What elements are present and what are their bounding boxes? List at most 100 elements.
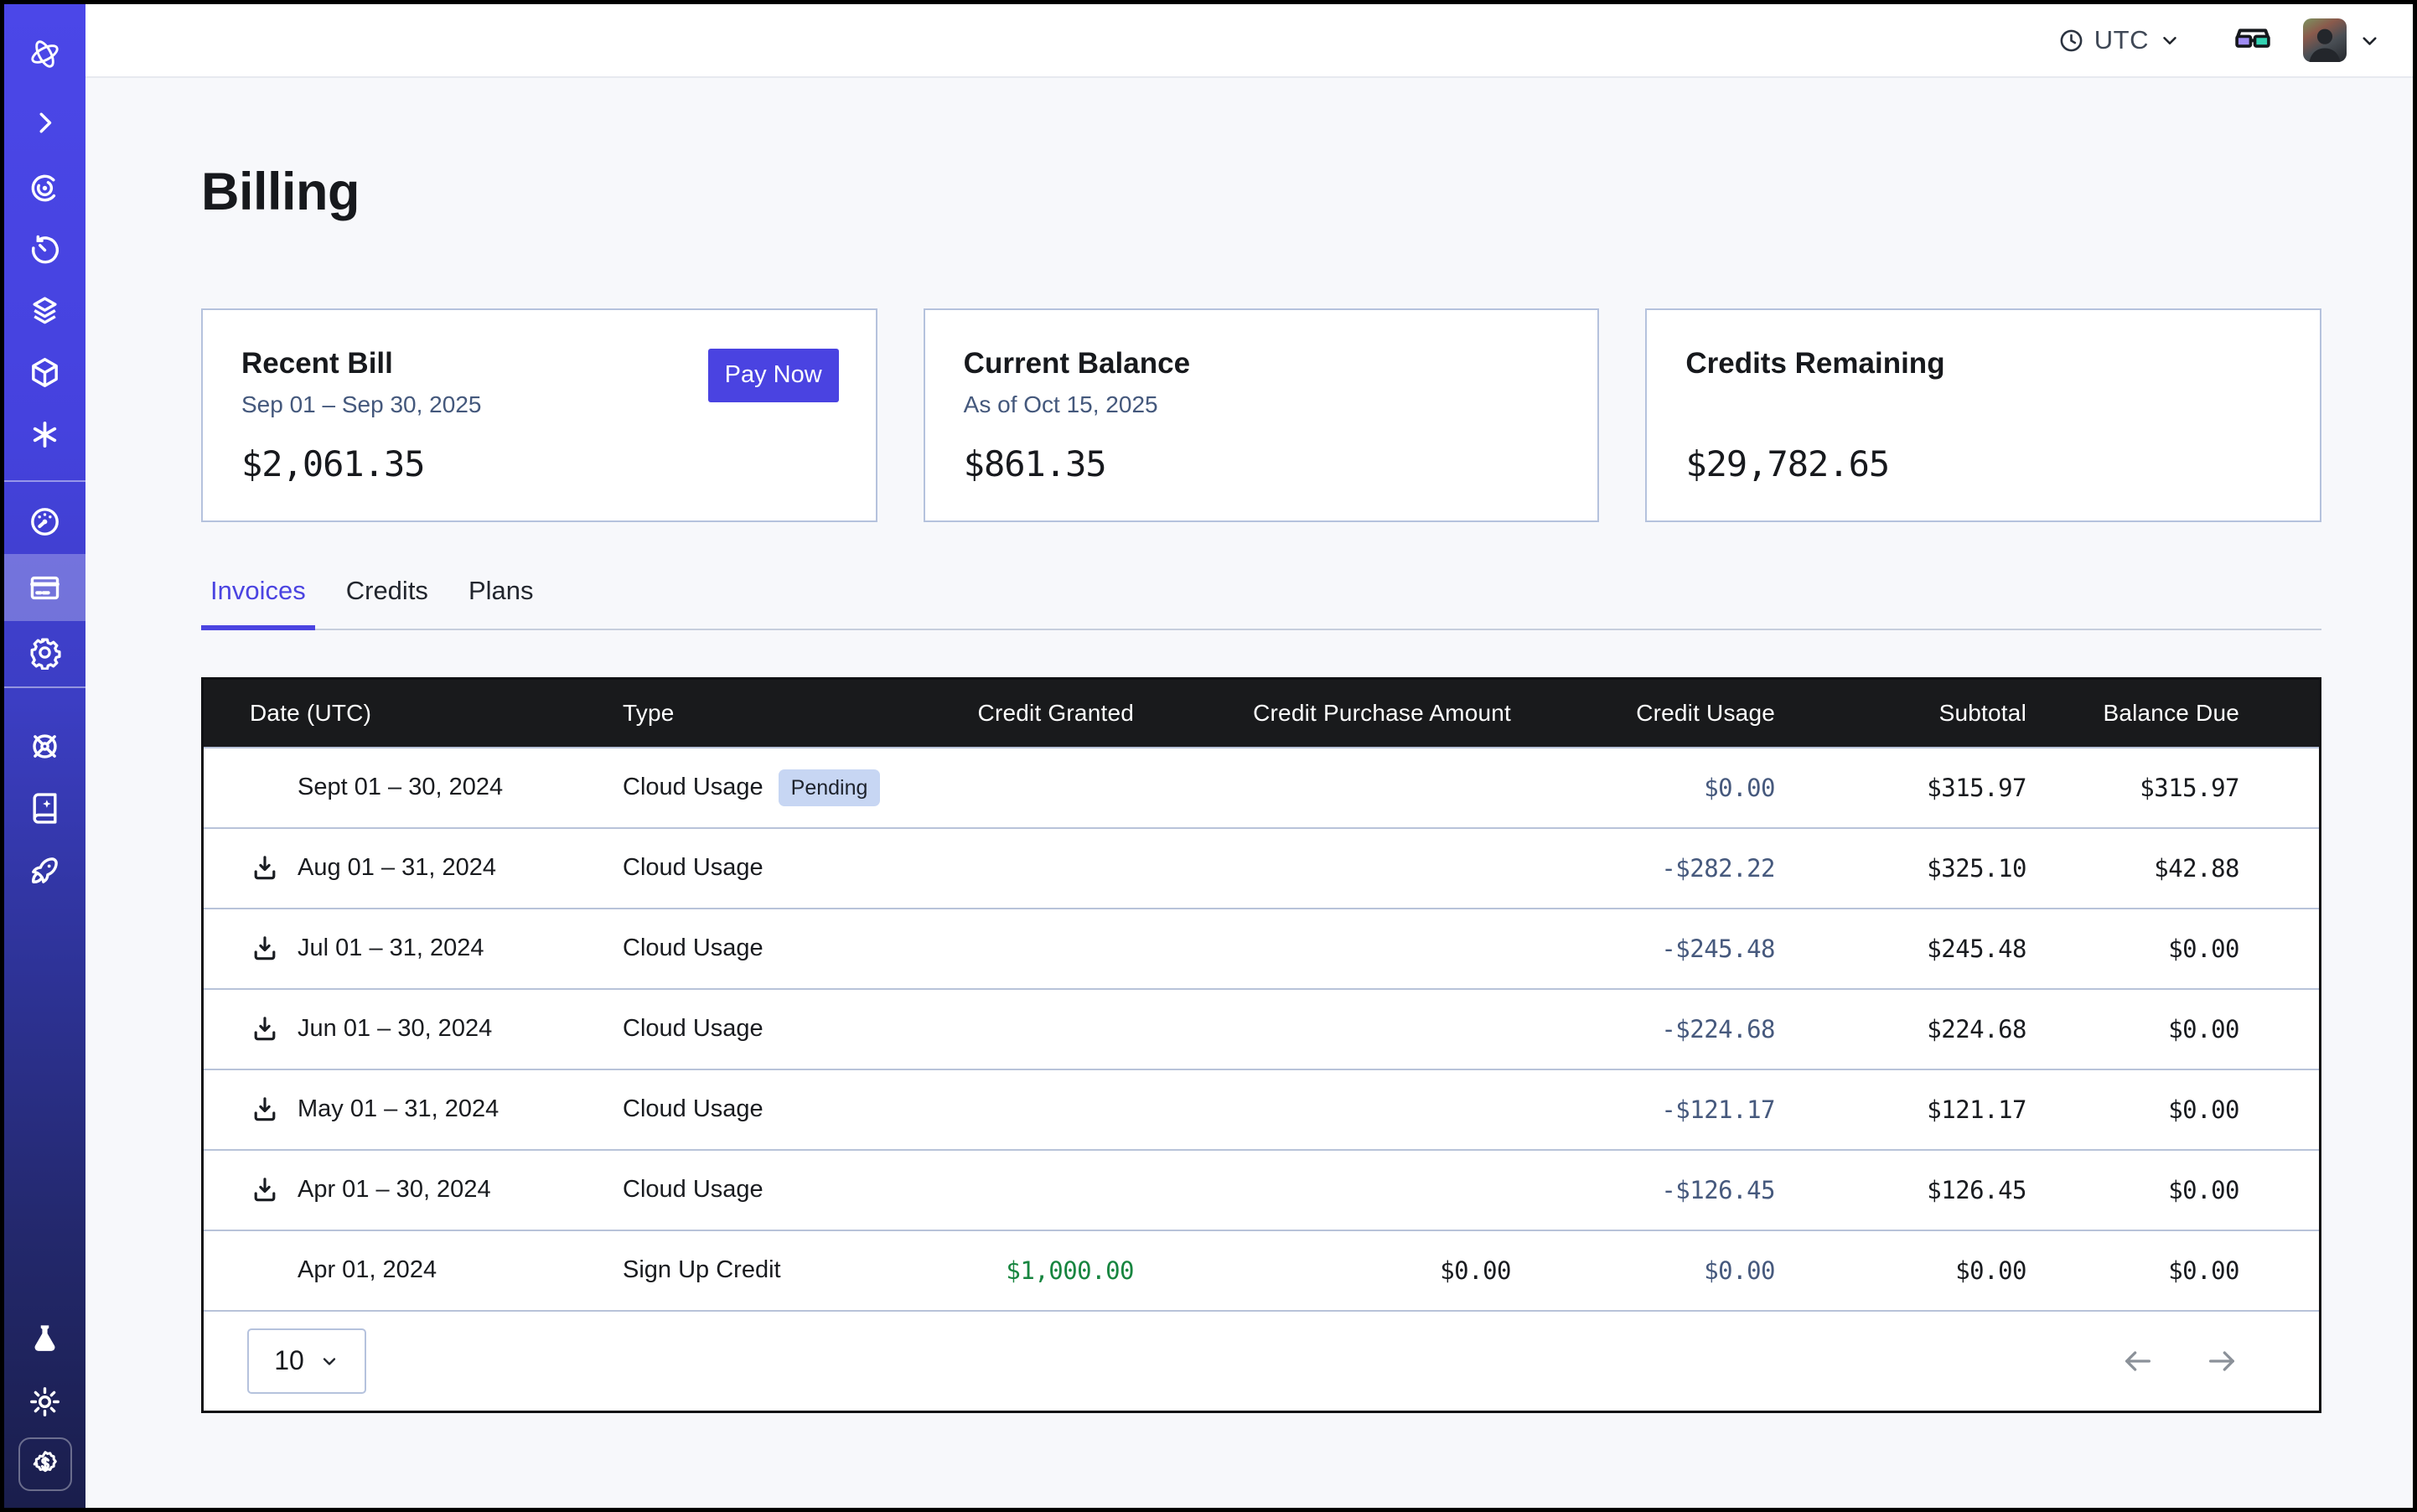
tab-plans[interactable]: Plans bbox=[459, 576, 543, 629]
invoice-date: May 01 – 31, 2024 bbox=[298, 1095, 499, 1123]
download-invoice-icon[interactable] bbox=[250, 934, 280, 964]
app-viewport: UTC Billing Recent bbox=[0, 0, 2417, 1512]
column-header-type: Type bbox=[623, 700, 945, 727]
sidebar-item-labs-flask-icon[interactable] bbox=[4, 1308, 85, 1370]
timezone-selector[interactable]: UTC bbox=[2058, 25, 2181, 55]
recent-bill-amount: $2,061.35 bbox=[241, 443, 837, 484]
current-balance-amount: $861.35 bbox=[964, 443, 1560, 484]
column-header-credit-purchase-amount: Credit Purchase Amount bbox=[1134, 700, 1511, 727]
cell-balance-due: $0.00 bbox=[2026, 1256, 2319, 1285]
clock-icon bbox=[2058, 28, 2084, 54]
sidebar-item-docs-book-icon[interactable] bbox=[4, 777, 85, 839]
timezone-label: UTC bbox=[2094, 25, 2149, 55]
invoice-date: Jun 01 – 30, 2024 bbox=[298, 1015, 492, 1043]
app-logo-orbit-icon[interactable] bbox=[4, 23, 85, 85]
sidebar-item-support-wheel-icon[interactable] bbox=[4, 715, 85, 777]
cell-balance-due: $0.00 bbox=[2026, 1176, 2319, 1204]
sidebar-collapse-chevron-icon[interactable] bbox=[4, 91, 85, 153]
invoice-type: Cloud Usage bbox=[623, 1176, 763, 1204]
card-subtitle bbox=[1685, 391, 2281, 420]
tab-credits[interactable]: Credits bbox=[337, 576, 437, 629]
no-download-spacer bbox=[250, 773, 280, 803]
user-avatar[interactable] bbox=[2303, 18, 2347, 62]
invoice-date: Jul 01 – 31, 2024 bbox=[298, 935, 484, 962]
3d-glasses-button[interactable] bbox=[2233, 23, 2273, 57]
sidebar-item-history-icon[interactable] bbox=[4, 219, 85, 281]
column-header-balance-due: Balance Due bbox=[2026, 700, 2319, 727]
sidebar-credits-dollar-badge-button[interactable] bbox=[18, 1437, 72, 1491]
invoice-type: Sign Up Credit bbox=[623, 1256, 781, 1284]
invoices-table: Date (UTC) Type Credit Granted Credit Pu… bbox=[201, 677, 2321, 1413]
3d-glasses-icon bbox=[2233, 23, 2273, 57]
column-header-credit-granted: Credit Granted bbox=[945, 700, 1134, 727]
invoice-date: Apr 01 – 30, 2024 bbox=[298, 1176, 491, 1204]
sidebar-item-cube-icon[interactable] bbox=[4, 341, 85, 403]
credits-remaining-amount: $29,782.65 bbox=[1685, 443, 2281, 484]
sidebar-spacer bbox=[4, 901, 85, 1308]
invoice-type: Cloud Usage bbox=[623, 1095, 763, 1123]
sidebar-item-theme-sun-icon[interactable] bbox=[4, 1370, 85, 1432]
topbar: UTC bbox=[85, 4, 2413, 78]
cell-credit-usage: -$121.17 bbox=[1511, 1095, 1775, 1124]
invoice-row: Jul 01 – 31, 2024 Cloud Usage -$245.48 $… bbox=[204, 908, 2319, 988]
cell-balance-due: $315.97 bbox=[2026, 774, 2319, 802]
credits-remaining-card: Credits Remaining $29,782.65 bbox=[1645, 308, 2321, 522]
summary-cards: Recent Bill Sep 01 – Sep 30, 2025 $2,061… bbox=[201, 308, 2321, 522]
download-invoice-icon[interactable] bbox=[250, 1095, 280, 1125]
download-invoice-icon[interactable] bbox=[250, 1014, 280, 1044]
cell-subtotal: $0.00 bbox=[1775, 1256, 2026, 1285]
sidebar-item-billing-credit-card-icon[interactable] bbox=[4, 554, 85, 621]
download-invoice-icon[interactable] bbox=[250, 1175, 280, 1205]
card-subtitle: As of Oct 15, 2025 bbox=[964, 391, 1560, 420]
invoice-type: Cloud Usage bbox=[623, 774, 763, 801]
invoice-row: Sept 01 – 30, 2024 Cloud UsagePending $0… bbox=[204, 747, 2319, 827]
sidebar-item-usage-gauge-icon[interactable] bbox=[4, 490, 85, 552]
card-title: Credits Remaining bbox=[1685, 347, 2281, 381]
invoice-row: Apr 01 – 30, 2024 Cloud Usage -$126.45 $… bbox=[204, 1149, 2319, 1230]
invoice-type: Cloud Usage bbox=[623, 935, 763, 962]
sidebar-item-spiral-icon[interactable] bbox=[4, 157, 85, 219]
cell-subtotal: $315.97 bbox=[1775, 774, 2026, 802]
page-title: Billing bbox=[201, 161, 2321, 225]
cell-credit-usage: -$126.45 bbox=[1511, 1176, 1775, 1204]
page-size-select[interactable]: 10 bbox=[247, 1328, 366, 1394]
cell-subtotal: $126.45 bbox=[1775, 1176, 2026, 1204]
cell-credit-usage: $0.00 bbox=[1511, 774, 1775, 802]
sidebar-item-asterisk-icon[interactable] bbox=[4, 403, 85, 465]
dollar-badge-icon bbox=[28, 1447, 62, 1481]
sidebar-item-settings-gear-icon[interactable] bbox=[4, 621, 85, 683]
status-badge-pending: Pending bbox=[779, 769, 881, 806]
sidebar-item-rocket-icon[interactable] bbox=[4, 839, 85, 901]
cell-balance-due: $42.88 bbox=[2026, 854, 2319, 883]
invoice-date: Aug 01 – 31, 2024 bbox=[298, 854, 496, 882]
chevron-down-icon bbox=[2159, 29, 2181, 51]
chevron-down-icon bbox=[2358, 29, 2381, 52]
no-download-spacer bbox=[250, 1256, 280, 1286]
arrow-left-icon bbox=[2121, 1344, 2155, 1378]
cell-balance-due: $0.00 bbox=[2026, 1095, 2319, 1124]
sidebar-item-layers-icon[interactable] bbox=[4, 279, 85, 341]
invoice-type: Cloud Usage bbox=[623, 854, 763, 882]
cell-credit-usage: -$224.68 bbox=[1511, 1015, 1775, 1043]
sidebar-divider bbox=[4, 686, 85, 688]
current-balance-card: Current Balance As of Oct 15, 2025 $861.… bbox=[924, 308, 1600, 522]
invoice-type: Cloud Usage bbox=[623, 1015, 763, 1043]
column-header-subtotal: Subtotal bbox=[1775, 700, 2026, 727]
chevron-down-icon bbox=[319, 1351, 339, 1371]
invoice-row: Jun 01 – 30, 2024 Cloud Usage -$224.68 $… bbox=[204, 988, 2319, 1069]
next-page-button[interactable] bbox=[2205, 1344, 2238, 1378]
cell-subtotal: $224.68 bbox=[1775, 1015, 2026, 1043]
table-header-row: Date (UTC) Type Credit Granted Credit Pu… bbox=[204, 680, 2319, 747]
tab-invoices[interactable]: Invoices bbox=[201, 576, 315, 630]
account-menu-chevron[interactable] bbox=[2358, 29, 2381, 52]
main-content: Billing Recent Bill Sep 01 – Sep 30, 202… bbox=[85, 80, 2413, 1508]
cell-balance-due: $0.00 bbox=[2026, 1015, 2319, 1043]
sidebar-divider bbox=[4, 480, 85, 482]
invoice-row: Apr 01, 2024 Sign Up Credit $1,000.00 $0… bbox=[204, 1230, 2319, 1310]
cell-balance-due: $0.00 bbox=[2026, 935, 2319, 963]
previous-page-button[interactable] bbox=[2121, 1344, 2155, 1378]
card-title: Current Balance bbox=[964, 347, 1560, 381]
download-invoice-icon[interactable] bbox=[250, 853, 280, 883]
pay-now-button[interactable]: Pay Now bbox=[708, 349, 839, 402]
cell-credit-usage: -$245.48 bbox=[1511, 935, 1775, 963]
